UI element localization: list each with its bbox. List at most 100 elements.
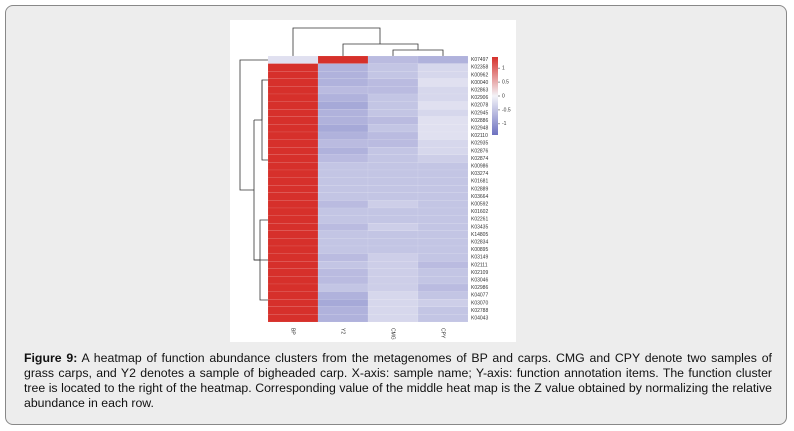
colorbar-tick-label: -1 (502, 121, 507, 127)
heatmap-cell (317, 169, 369, 178)
colorbar-tick-label: 1 (502, 65, 505, 71)
heatmap-cell (367, 124, 419, 133)
heatmap-cell (317, 245, 369, 254)
heatmap-cell (367, 101, 419, 110)
heatmap-cell (367, 63, 419, 72)
heatmap-cell (267, 192, 319, 201)
heatmap-cell (417, 131, 469, 140)
heatmap-cell (317, 200, 369, 209)
heatmap-cell (367, 86, 419, 95)
row-label: K00986 (471, 164, 488, 170)
heatmap-cell (317, 147, 369, 155)
heatmap-cell (367, 55, 419, 64)
row-label: K02948 (471, 126, 488, 132)
heatmap-cell (367, 116, 419, 125)
heatmap-cell (267, 139, 319, 148)
row-label: K02110 (471, 133, 488, 139)
heatmap-cell (417, 215, 469, 224)
heatmap-cell (317, 207, 369, 216)
heatmap-cell (317, 192, 369, 201)
heatmap-cell (367, 223, 419, 231)
heatmap-cell (417, 185, 469, 193)
row-label: K02788 (471, 308, 488, 314)
row-label: K02906 (471, 95, 488, 101)
heatmap-cell (317, 291, 369, 300)
heatmap-cell (367, 147, 419, 155)
heatmap-cell (267, 207, 319, 216)
heatmap-cell (417, 169, 469, 178)
row-label: K02111 (471, 262, 488, 268)
row-label: K14805 (471, 232, 488, 238)
row-label: K02935 (471, 141, 488, 147)
heatmap-cell (267, 93, 319, 102)
row-label: K02986 (471, 285, 488, 291)
heatmap-cell (367, 215, 419, 224)
row-label: K02358 (471, 65, 488, 71)
heatmap-cell (417, 223, 469, 231)
column-dendrogram (292, 27, 444, 56)
row-label: K02876 (471, 148, 488, 154)
row-label: K01681 (471, 179, 488, 185)
row-label: K04043 (471, 316, 488, 322)
heatmap-cell (367, 230, 419, 239)
row-label: K03435 (471, 224, 488, 230)
heatmap-cell (417, 109, 469, 117)
heatmap-cell (267, 177, 319, 186)
row-label: K02863 (471, 88, 488, 94)
row-label: K00895 (471, 247, 488, 253)
figure-image: K07497 K02358 K00962 K00040 K02863 K02906 K020… (230, 20, 516, 342)
heatmap-cell (267, 245, 319, 254)
heatmap-cell (367, 306, 419, 315)
heatmap-cell (267, 314, 319, 323)
heatmap-cell (267, 261, 319, 269)
heatmap-cell (267, 291, 319, 300)
heatmap-cell (367, 154, 419, 163)
heatmap-cell (317, 139, 369, 148)
heatmap-cell (367, 314, 419, 323)
heatmap-cell (417, 276, 469, 285)
heatmap-cell (367, 93, 419, 102)
row-label: K07497 (471, 57, 488, 63)
row-label: K02886 (471, 118, 488, 124)
heatmap-cell (317, 86, 369, 95)
heatmap-cell (317, 78, 369, 87)
heatmap-cell (367, 185, 419, 193)
heatmap-cell (417, 86, 469, 95)
heatmap-cell (317, 314, 369, 323)
heatmap-cell (267, 124, 319, 133)
heatmap-cell (317, 101, 369, 110)
heatmap-cell (317, 124, 369, 133)
heatmap-cell (367, 139, 419, 148)
heatmap-cell (417, 55, 469, 64)
heatmap-cell (317, 283, 369, 292)
heatmap-cell (267, 131, 319, 140)
heatmap-cell (367, 253, 419, 262)
heatmap-cell (417, 283, 469, 292)
heatmap-cell (417, 154, 469, 163)
heatmap-cell (317, 71, 369, 79)
colorbar (492, 57, 498, 135)
heatmap-cell (267, 283, 319, 292)
row-label: K02945 (471, 110, 488, 116)
row-label: K00040 (471, 80, 488, 86)
heatmap-cell (317, 276, 369, 285)
row-label: K01602 (471, 209, 488, 215)
heatmap-cell (267, 78, 319, 87)
heatmap-cell (417, 93, 469, 102)
heatmap-cell (267, 86, 319, 95)
heatmap-cell (367, 109, 419, 117)
heatmap-cell (367, 162, 419, 171)
heatmap-cell (317, 261, 369, 269)
heatmap-cell (267, 268, 319, 277)
row-label: K00962 (471, 72, 488, 78)
caption-text: A heatmap of function abundance clusters… (24, 351, 772, 410)
heatmap-cell (367, 268, 419, 277)
heatmap-cell (317, 185, 369, 193)
heatmap-cell (417, 192, 469, 201)
heatmap-cell (267, 185, 319, 193)
row-label: K03149 (471, 255, 488, 261)
heatmap-cell (267, 306, 319, 315)
heatmap-cell (267, 200, 319, 209)
heatmap-cell (267, 71, 319, 79)
heatmap-cell (317, 131, 369, 140)
